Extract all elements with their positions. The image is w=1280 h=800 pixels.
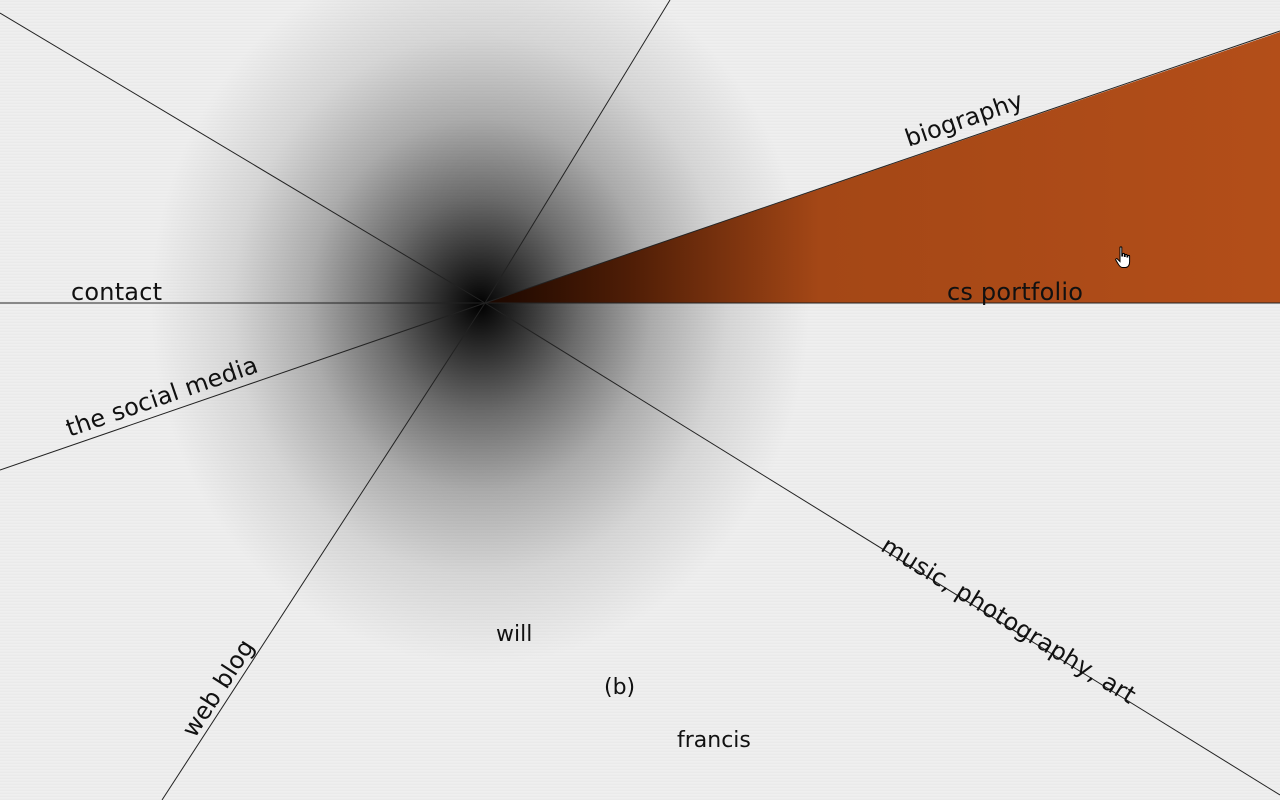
ray-biography-edge — [484, 30, 1280, 304]
ray-music — [484, 302, 1280, 796]
name-first: will — [496, 622, 533, 647]
hand-cursor-icon — [1115, 246, 1131, 268]
name-middle: (b) — [604, 675, 636, 700]
ray-top — [484, 0, 671, 304]
nav-contact[interactable]: contact — [71, 278, 163, 306]
ray-top-left — [0, 12, 486, 304]
ray-web-blog — [161, 302, 486, 800]
ray-social-media — [0, 302, 486, 471]
nav-cs-portfolio[interactable]: cs portfolio — [947, 278, 1084, 306]
name-last: francis — [677, 728, 751, 753]
